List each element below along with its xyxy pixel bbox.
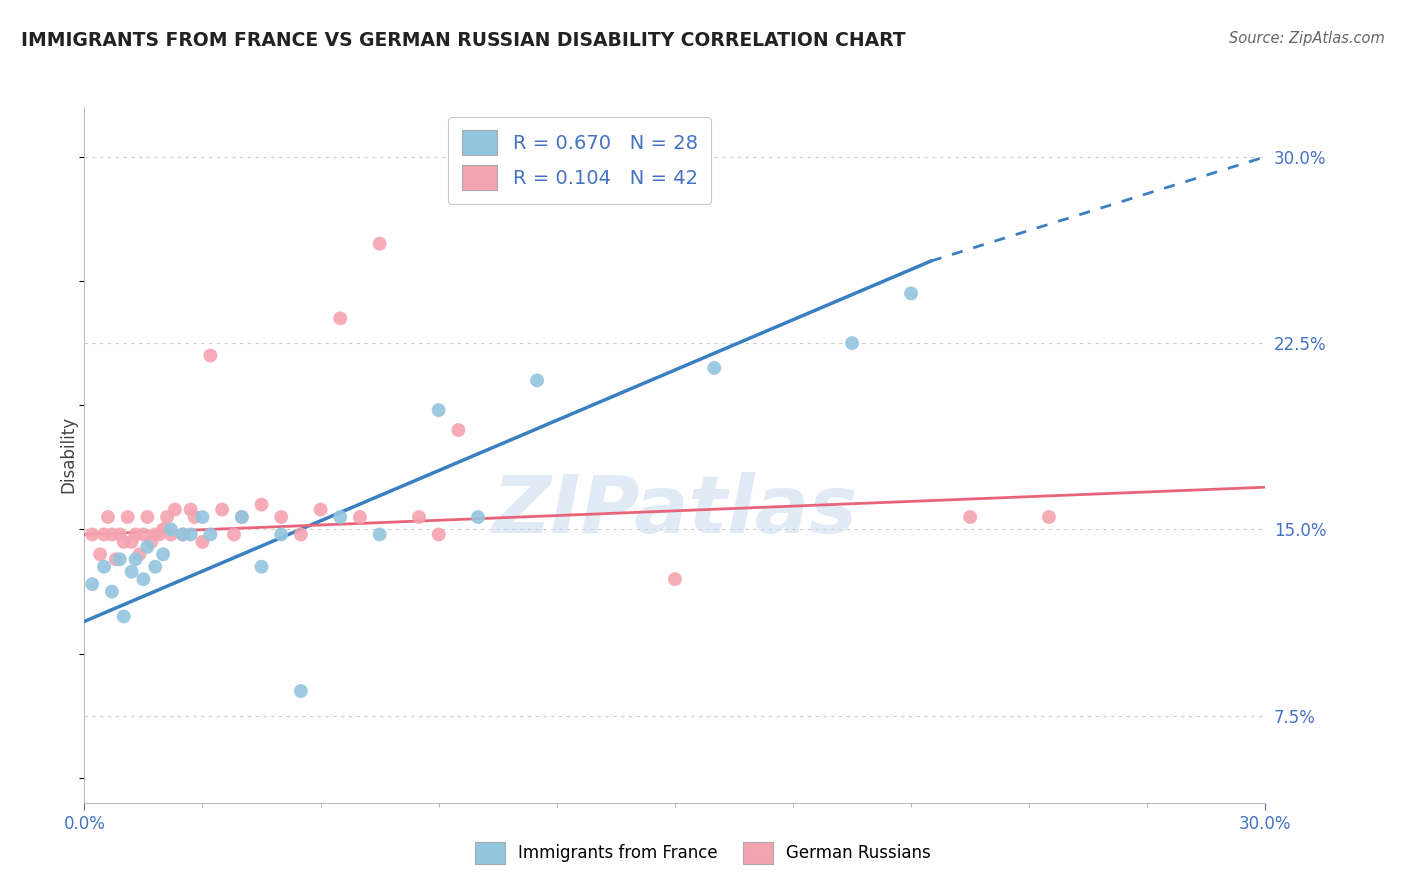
Point (211, 502, 233, 516)
Point (141, 535, 163, 549)
Point (143, 559, 166, 574)
Point (467, 510, 489, 524)
Point (93, 559, 115, 574)
Point (101, 584, 124, 599)
Point (447, 423, 470, 437)
Point (900, 286, 922, 301)
Point (191, 510, 214, 524)
Point (143, 527, 166, 541)
Point (108, 527, 131, 541)
Point (108, 552, 131, 566)
Point (959, 510, 981, 524)
Point (526, 373, 548, 387)
Point (368, 236, 391, 251)
Point (250, 498, 273, 512)
Text: Source: ZipAtlas.com: Source: ZipAtlas.com (1229, 31, 1385, 46)
Point (231, 510, 253, 524)
Point (427, 403, 450, 417)
Point (231, 510, 253, 524)
Point (160, 523, 183, 537)
Point (152, 523, 174, 537)
Point (148, 527, 170, 541)
Point (329, 311, 352, 326)
Point (172, 527, 194, 541)
Point (309, 502, 332, 516)
Point (124, 552, 146, 566)
Text: IMMIGRANTS FROM FRANCE VS GERMAN RUSSIAN DISABILITY CORRELATION CHART: IMMIGRANTS FROM FRANCE VS GERMAN RUSSIAN… (21, 31, 905, 50)
Point (82, 577, 104, 591)
Point (121, 565, 143, 579)
Point (112, 609, 135, 624)
Point (408, 510, 430, 524)
Point (121, 535, 143, 549)
Point (329, 510, 352, 524)
Point (200, 349, 222, 363)
Point (191, 535, 214, 549)
Point (156, 510, 179, 524)
Y-axis label: Disability: Disability (59, 417, 77, 493)
Point (349, 510, 371, 524)
Point (136, 510, 159, 524)
Point (180, 502, 202, 516)
Point (82, 527, 104, 541)
Point (290, 684, 312, 698)
Point (136, 540, 159, 554)
Point (112, 535, 135, 549)
Legend: Immigrants from France, German Russians: Immigrants from France, German Russians (468, 836, 938, 871)
Point (117, 510, 139, 524)
Point (703, 361, 725, 376)
Point (183, 510, 205, 524)
Point (180, 527, 202, 541)
Point (101, 527, 124, 541)
Point (172, 527, 194, 541)
Point (124, 527, 146, 541)
Point (104, 552, 127, 566)
Point (97, 510, 120, 524)
Point (270, 527, 292, 541)
Point (163, 502, 186, 516)
Point (1038, 510, 1060, 524)
Point (841, 336, 863, 351)
Point (128, 547, 150, 561)
Point (89, 547, 111, 561)
Point (222, 527, 245, 541)
Point (93, 527, 115, 541)
Point (368, 527, 391, 541)
Point (270, 510, 292, 524)
Legend: R = 0.670   N = 28, R = 0.104   N = 42: R = 0.670 N = 28, R = 0.104 N = 42 (449, 117, 711, 203)
Point (290, 527, 312, 541)
Point (200, 527, 222, 541)
Point (427, 527, 450, 541)
Point (250, 559, 273, 574)
Text: ZIPatlas: ZIPatlas (492, 472, 858, 549)
Point (132, 527, 155, 541)
Point (160, 527, 183, 541)
Point (132, 572, 155, 586)
Point (664, 572, 686, 586)
Point (152, 547, 174, 561)
